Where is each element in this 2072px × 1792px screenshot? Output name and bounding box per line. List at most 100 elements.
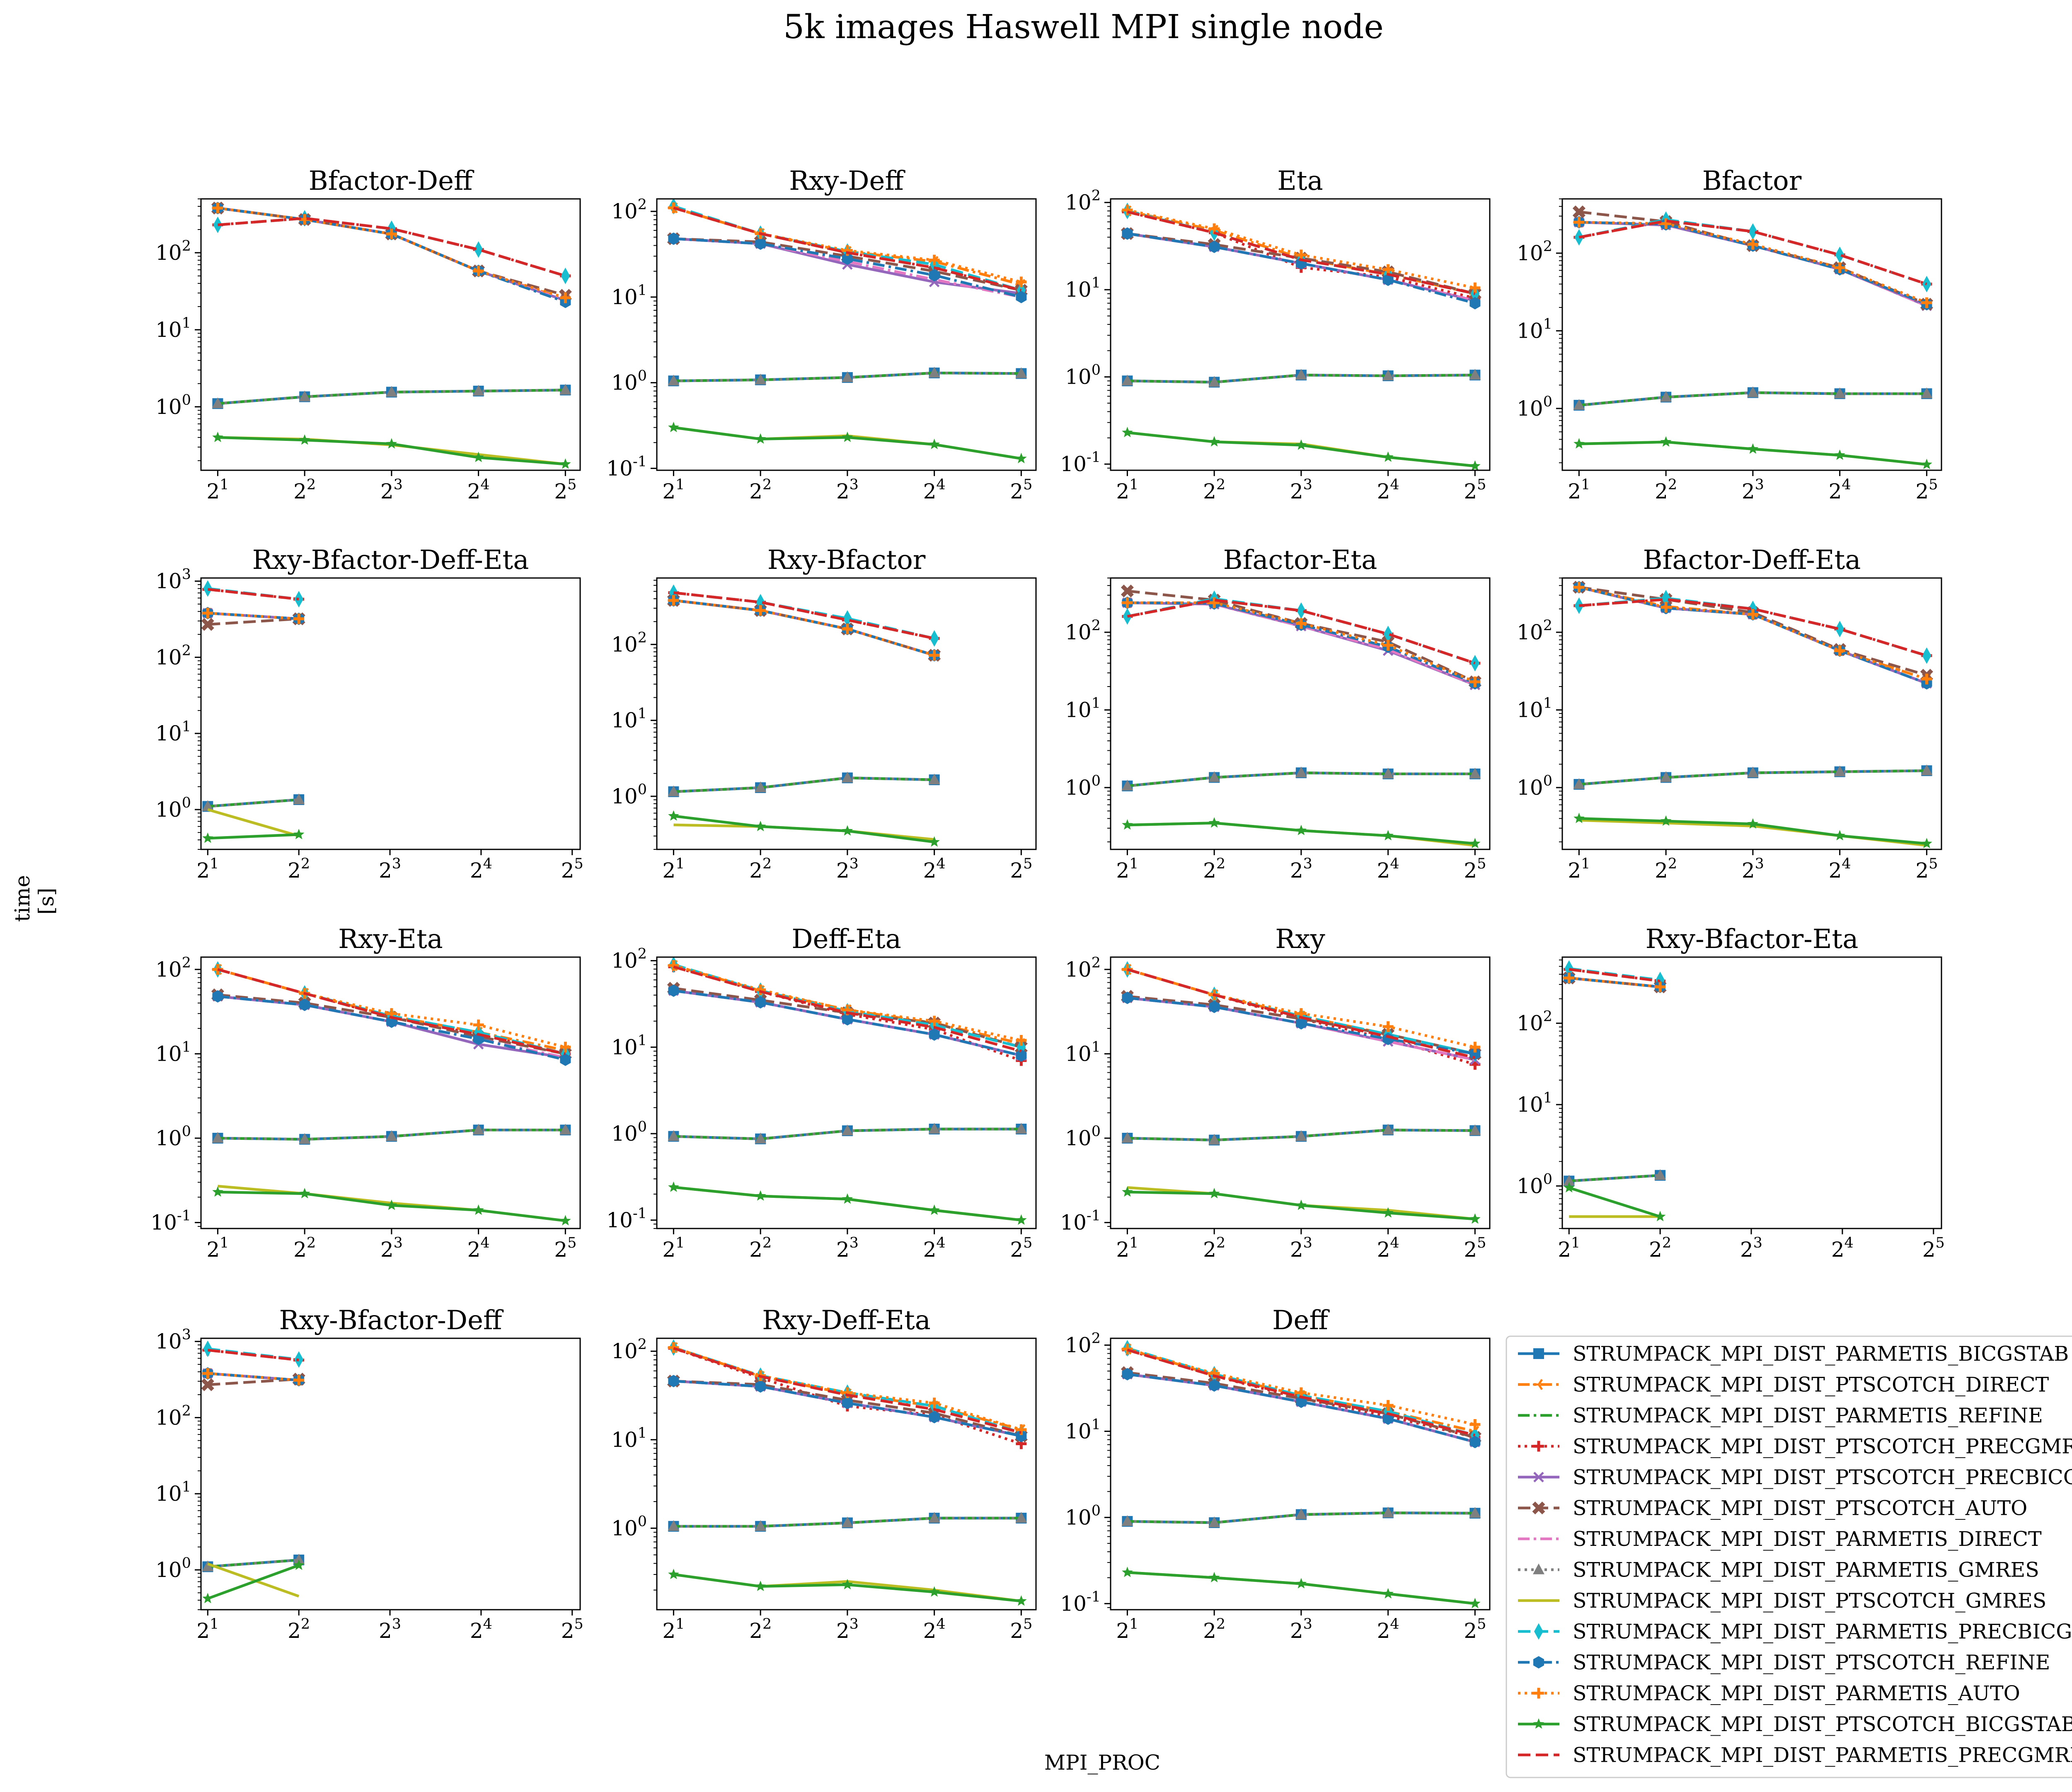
- axes-frame: [200, 198, 581, 471]
- x-tick-label: 24: [923, 1235, 946, 1262]
- series-group: [201, 1340, 305, 1603]
- data-point: [1295, 825, 1307, 835]
- axes-frame: [1110, 1337, 1491, 1611]
- y-tick-label: 103: [155, 1327, 191, 1354]
- series-line-strumpack-mpi-dist-ptscotch-refine: [673, 989, 1022, 1057]
- data-point: [1123, 608, 1132, 625]
- data-point: [668, 785, 680, 796]
- data-point: [1573, 217, 1585, 228]
- figure-xlabel: MPI_PROC: [1044, 1751, 1161, 1775]
- data-point: [299, 434, 310, 445]
- y-tick-label: 100: [155, 1123, 191, 1150]
- y-tick-label: 10-1: [1060, 449, 1101, 476]
- data-point: [560, 292, 571, 303]
- y-tick-label: 101: [155, 718, 191, 745]
- axes-frame: [200, 577, 581, 850]
- y-tick-label: 10-1: [1060, 1208, 1101, 1235]
- series-line-strumpack-mpi-dist-parmetis-auto: [673, 964, 1022, 1042]
- series-line-strumpack-mpi-dist-parmetis-precgmres: [1127, 968, 1476, 1059]
- data-point: [1834, 262, 1845, 273]
- y-tick-label: 102: [1517, 617, 1552, 644]
- series-line-strumpack-mpi-dist-ptscotch-bicgstab: [673, 815, 935, 844]
- series-line-strumpack-mpi-dist-ptscotch-gmres: [207, 1562, 300, 1598]
- data-point: [1122, 227, 1133, 240]
- data-point: [559, 384, 571, 395]
- data-point: [929, 836, 940, 847]
- y-tick-label: 102: [611, 196, 647, 223]
- x-tick-label: 21: [1116, 856, 1138, 883]
- data-point: [928, 774, 940, 785]
- data-point: [1016, 1035, 1027, 1046]
- legend-item: STRUMPACK_MPI_DIST_PARMETIS_PRECGMRES: [1518, 1744, 2072, 1767]
- data-point: [1122, 992, 1133, 1004]
- data-point: [472, 1124, 484, 1135]
- x-tick-label: 21: [1116, 1235, 1138, 1262]
- data-point: [841, 1516, 853, 1528]
- subplot-title: Rxy-Bfactor: [767, 545, 926, 576]
- data-point: [1015, 1122, 1027, 1134]
- series-line-strumpack-mpi-dist-ptscotch-bicgstab: [207, 1564, 300, 1600]
- x-tick-label: 24: [923, 856, 946, 883]
- subplot-title: Bfactor-Deff: [309, 166, 474, 196]
- y-tick-label: 100: [1065, 1502, 1101, 1529]
- data-point: [1122, 427, 1133, 438]
- subplot-rxy-bfactor-deff: Rxy-Bfactor-Deff 21 22 23 24 25 100 101 102 103: [155, 1305, 583, 1643]
- subplot-title: Rxy: [1275, 924, 1325, 955]
- x-tick-label: 24: [923, 1616, 946, 1643]
- data-point: [1122, 1343, 1133, 1354]
- data-point: [1655, 981, 1666, 992]
- data-point: [1660, 815, 1672, 826]
- x-tick-label: 23: [1290, 1616, 1312, 1643]
- series-line-strumpack-mpi-dist-parmetis-auto: [673, 599, 935, 657]
- subplot-rxy: Rxy 21 22 23 24 25 10-1 100 101 102: [1060, 924, 1491, 1262]
- legend-item: STRUMPACK_MPI_DIST_PARMETIS_DIRECT: [1518, 1527, 2042, 1551]
- data-point: [842, 252, 853, 265]
- legend-label: STRUMPACK_MPI_DIST_PTSCOTCH_GMRES: [1573, 1589, 2046, 1613]
- data-point: [928, 367, 940, 378]
- data-point: [1016, 1424, 1027, 1435]
- x-tick-label: 24: [467, 476, 490, 503]
- x-tick-label: 22: [1203, 1235, 1225, 1262]
- data-point: [473, 265, 484, 276]
- data-point: [386, 228, 397, 239]
- data-point: [1209, 1379, 1220, 1392]
- data-point: [1469, 297, 1481, 310]
- y-tick-label: 100: [611, 1513, 647, 1540]
- data-point: [1295, 439, 1307, 450]
- data-point: [841, 771, 853, 783]
- data-point: [1747, 818, 1759, 829]
- y-tick-label: 101: [611, 1425, 647, 1452]
- data-point: [842, 1193, 853, 1204]
- legend-item: STRUMPACK_MPI_DIST_PTSCOTCH_PRECGMRES: [1518, 1435, 2072, 1458]
- data-point: [294, 591, 304, 608]
- data-point: [1208, 376, 1220, 387]
- data-point: [1295, 1200, 1307, 1210]
- data-point: [668, 1569, 679, 1579]
- data-point: [1295, 767, 1307, 778]
- series-line-strumpack-mpi-dist-parmetis-precgmres: [673, 1347, 1022, 1434]
- series-line-strumpack-mpi-dist-ptscotch-refine: [1127, 232, 1476, 305]
- data-point: [1121, 584, 1134, 597]
- x-tick-label: 24: [1829, 856, 1851, 883]
- data-point: [560, 458, 571, 469]
- data-point: [1295, 1130, 1307, 1141]
- data-point: [1564, 960, 1574, 977]
- data-point: [1016, 1429, 1027, 1442]
- data-point: [1834, 449, 1845, 460]
- series-line-strumpack-mpi-dist-ptscotch-bicgstab: [673, 1186, 1021, 1222]
- series-group: [211, 201, 572, 469]
- data-point: [1122, 204, 1133, 215]
- data-point: [1209, 597, 1220, 608]
- series-group: [1562, 960, 1667, 1221]
- data-point: [1835, 621, 1844, 638]
- x-tick-label: 21: [662, 856, 685, 883]
- x-tick-label: 22: [1655, 476, 1677, 503]
- data-point: [1661, 602, 1672, 613]
- figure-title: 5k images Haswell MPI single node: [783, 7, 1384, 46]
- legend-marker: [1533, 1348, 1544, 1359]
- x-tick-label: 25: [1464, 1235, 1486, 1262]
- legend-marker: [1533, 1563, 1544, 1574]
- data-point: [561, 267, 570, 284]
- y-tick-label: 100: [1517, 1171, 1552, 1198]
- data-point: [1015, 367, 1027, 378]
